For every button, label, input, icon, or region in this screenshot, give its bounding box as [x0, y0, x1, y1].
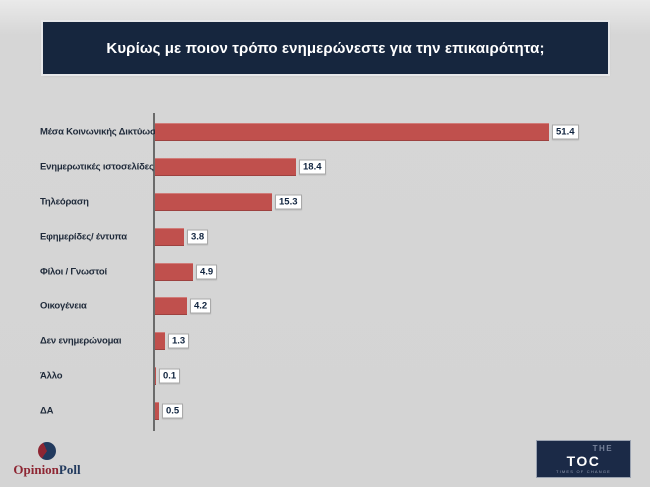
thetoc-logo-inner: THE TOC Times of Change — [555, 443, 614, 474]
opinionpoll-wordmark-poll: Poll — [58, 462, 81, 477]
value-label: 4.2 — [190, 298, 212, 314]
category-label: Άλλο — [40, 370, 63, 382]
opinionpoll-wordmark: OpinionPoll — [12, 462, 82, 478]
bar — [155, 158, 296, 177]
opinionpoll-pie-icon — [38, 442, 56, 460]
bar — [155, 332, 165, 351]
category-label: Τηλεόραση — [40, 196, 89, 208]
value-label: 18.4 — [299, 159, 326, 175]
value-label: 0.1 — [159, 368, 181, 384]
chart-row: Δεν ενημερώνομαι 1.3 — [0, 324, 650, 359]
bar — [155, 192, 272, 211]
value-label: 1.3 — [168, 333, 190, 349]
thetoc-logo-tagline: Times of Change — [555, 468, 612, 474]
opinionpoll-logo: OpinionPoll — [12, 442, 82, 478]
question-banner: Κυρίως με ποιον τρόπο ενημερώνεστε για τ… — [43, 22, 608, 74]
question-title: Κυρίως με ποιον τρόπο ενημερώνεστε για τ… — [106, 39, 545, 57]
value-label: 3.8 — [187, 229, 209, 245]
bar — [155, 401, 159, 420]
value-label: 15.3 — [275, 194, 302, 210]
category-label: Οικογένεια — [40, 300, 87, 312]
chart-rows: Μέσα Κοινωνικής Δικτύωσης 51.4 Ενημερωτι… — [0, 115, 650, 428]
category-label: Δεν ενημερώνομαι — [40, 335, 122, 347]
category-label: Εφημερίδες/ έντυπα — [40, 231, 127, 243]
category-label: Μέσα Κοινωνικής Δικτύωσης — [40, 126, 167, 138]
bar — [155, 227, 184, 246]
opinionpoll-wordmark-opinion: Opinion — [13, 462, 59, 477]
chart-row: Ενημερωτικές ιστοσελίδες 18.4 — [0, 150, 650, 185]
chart-row: Άλλο 0.1 — [0, 358, 650, 393]
y-axis-line — [153, 113, 155, 431]
category-label: ΔΑ — [40, 405, 54, 417]
value-label: 51.4 — [552, 124, 579, 140]
bar — [155, 297, 187, 316]
thetoc-logo: THE TOC Times of Change — [536, 440, 631, 478]
category-label: Ενημερωτικές ιστοσελίδες — [40, 161, 154, 173]
bar — [155, 123, 549, 142]
chart-row: Τηλεόραση 15.3 — [0, 185, 650, 220]
bar-chart: Μέσα Κοινωνικής Δικτύωσης 51.4 Ενημερωτι… — [0, 113, 650, 431]
bar — [155, 262, 193, 281]
value-label: 0.5 — [162, 403, 184, 419]
chart-row: Μέσα Κοινωνικής Δικτύωσης 51.4 — [0, 115, 650, 150]
thetoc-logo-the: THE — [592, 443, 614, 453]
thetoc-logo-toc: TOC — [566, 452, 601, 469]
chart-row: ΔΑ 0.5 — [0, 393, 650, 428]
chart-row: Φίλοι / Γνωστοί 4.9 — [0, 254, 650, 289]
category-label: Φίλοι / Γνωστοί — [40, 266, 107, 278]
chart-row: Εφημερίδες/ έντυπα 3.8 — [0, 219, 650, 254]
value-label: 4.9 — [196, 264, 218, 280]
chart-row: Οικογένεια 4.2 — [0, 289, 650, 324]
bar — [155, 366, 156, 385]
